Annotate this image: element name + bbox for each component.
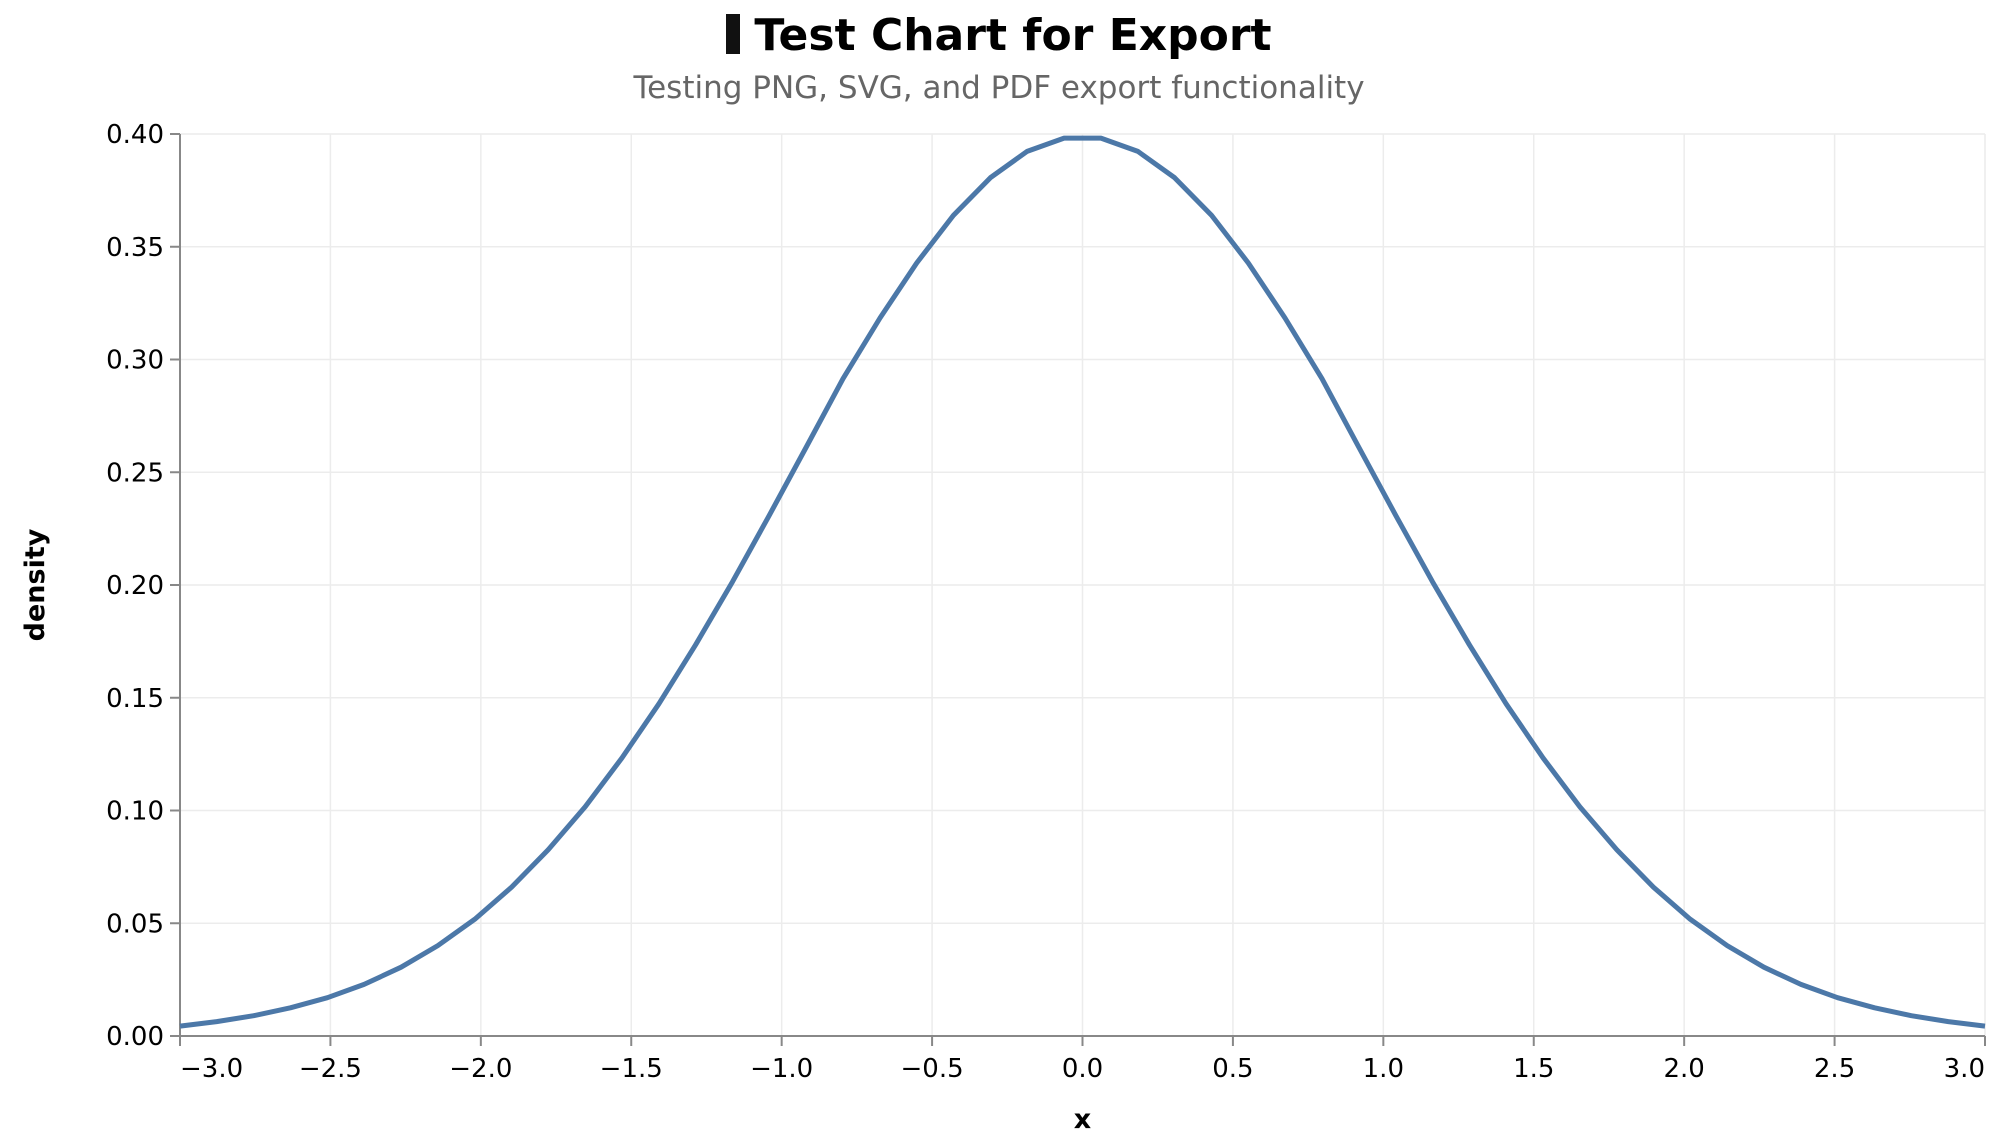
chart-header: Test Chart for Export Testing PNG, SVG, … — [0, 8, 1998, 108]
grid-lines — [179, 133, 1986, 1037]
y-tick-label: 0.10 — [106, 797, 164, 827]
chart-title: Test Chart for Export — [0, 8, 1998, 64]
x-tick-label: −1.0 — [750, 1054, 813, 1084]
x-tick-label: 0.0 — [1062, 1054, 1103, 1084]
y-tick-label: 0.05 — [106, 909, 164, 939]
y-tick-label: 0.30 — [106, 346, 164, 376]
x-tick-label: 2.0 — [1663, 1054, 1704, 1084]
x-tick-label: 2.5 — [1814, 1054, 1855, 1084]
y-tick-label: 0.00 — [106, 1022, 164, 1052]
x-tick-label: −2.0 — [449, 1054, 512, 1084]
x-tick-label: 1.0 — [1363, 1054, 1404, 1084]
y-tick-label: 0.15 — [106, 684, 164, 714]
y-axis-ticks: 0.00 0.05 0.10 0.15 0.20 0.25 0.30 0.35 0.40 — [106, 120, 180, 1052]
x-tick-label: −1.5 — [600, 1054, 663, 1084]
chart-title-text: Test Chart for Export — [754, 10, 1272, 61]
x-tick-label: 1.5 — [1513, 1054, 1554, 1084]
x-tick-label: 0.5 — [1212, 1054, 1253, 1084]
series-layer — [179, 135, 1986, 1029]
y-tick-label: 0.35 — [106, 233, 164, 263]
y-tick-label: 0.20 — [106, 571, 164, 601]
density-series-line — [179, 135, 1986, 1029]
x-tick-label: −3.0 — [180, 1054, 243, 1084]
x-tick-label: −2.5 — [299, 1054, 362, 1084]
x-axis-title: x — [1074, 1104, 1091, 1135]
y-tick-label: 0.25 — [106, 458, 164, 488]
chart-subtitle: Testing PNG, SVG, and PDF export functio… — [633, 70, 1365, 106]
y-axis-title: density — [20, 528, 51, 641]
x-tick-label: 3.0 — [1944, 1054, 1985, 1084]
noglyph-box-icon — [726, 14, 741, 54]
x-axis-ticks: −3.0 −2.5 −2.0 −1.5 −1.0 −0.5 0.0 0.5 1.0 1.5 2.0 2… — [179, 1036, 1986, 1084]
y-tick-label: 0.40 — [106, 120, 164, 150]
x-tick-label: −0.5 — [901, 1054, 964, 1084]
